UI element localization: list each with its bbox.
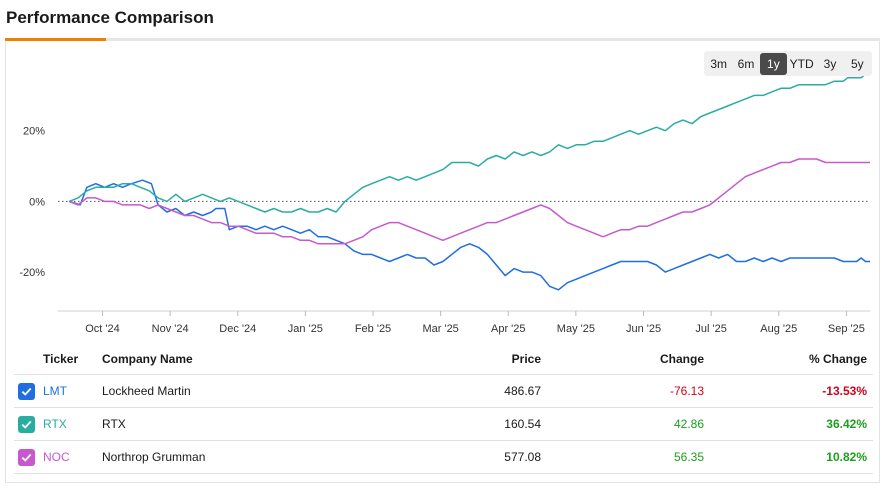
pct-change-value: -13.53% [822,384,867,398]
pct-change-value: 36.42% [826,417,867,431]
x-tick-label: May '25 [557,323,595,335]
y-tick-label: 20% [23,126,45,138]
x-tick-label: Sep '25 [828,323,865,335]
x-tick-label: Feb '25 [355,323,391,335]
checkmark-icon [21,387,32,396]
range-button-ytd[interactable]: YTD [789,56,814,71]
performance-line-chart: 20% 0% -20% Oct '24 Nov '24 Dec '24 Jan '25 Feb… [19,73,870,335]
table-row-lmt: LMT Lockheed Martin 486.67 -76.13 -13.53… [14,375,873,408]
series-toggle-checkbox-rtx[interactable] [18,416,35,433]
series-line-rtx [68,73,870,213]
header-company: Company Name [102,352,193,366]
checkmark-icon [21,420,32,429]
ticker-link-lmt[interactable]: LMT [43,384,67,398]
company-name: RTX [102,417,126,431]
series-toggle-checkbox-noc[interactable] [18,449,35,466]
price-value: 486.67 [504,384,541,398]
y-tick-label: 0% [29,196,45,208]
x-tick-label: Nov '24 [152,323,189,335]
chart-card [5,41,880,483]
header-pct-change: % Change [808,352,867,366]
series-toggle-checkbox-lmt[interactable] [18,383,35,400]
series-line-lmt [68,179,870,291]
page-title: Performance Comparison [6,8,214,27]
ticker-link-noc[interactable]: NOC [43,450,70,464]
header-ticker: Ticker [43,352,79,366]
x-tick-label: Mar '25 [422,323,458,335]
series-line-noc [68,158,870,245]
company-name: Northrop Grumman [102,450,206,464]
change-value: 42.86 [673,417,704,431]
company-name: Lockheed Martin [102,384,191,398]
table-row-rtx: RTX RTX 160.54 42.86 36.42% [14,408,873,441]
comparison-table: Ticker Company Name Price Change % Chang… [14,344,873,474]
change-value: 56.35 [673,450,704,464]
range-button-6m[interactable]: 6m [737,56,755,71]
table-header-row: Ticker Company Name Price Change % Chang… [14,344,873,375]
range-button-5y[interactable]: 5y [851,56,864,71]
header-change: Change [659,352,704,366]
range-button-3m[interactable]: 3m [710,56,727,71]
change-value: -76.13 [669,384,704,398]
table-row-noc: NOC Northrop Grumman 577.08 56.35 10.82% [14,441,873,474]
x-tick-label: Oct '24 [85,323,120,335]
x-tick-label: Dec '24 [219,323,256,335]
header-price: Price [511,352,541,366]
x-tick-label: Jun '25 [626,323,661,335]
range-button-1y[interactable]: 1y [759,52,788,75]
price-value: 577.08 [504,450,541,464]
x-tick-label: Jul '25 [695,323,726,335]
range-button-3y[interactable]: 3y [823,56,837,71]
pct-change-value: 10.82% [826,450,867,464]
checkmark-icon [21,453,32,462]
x-tick-label: Apr '25 [491,323,526,335]
title-accent-bar [5,38,106,41]
title-divider [5,38,880,41]
ticker-link-rtx[interactable]: RTX [43,417,67,431]
x-tick-label: Jan '25 [288,323,323,335]
time-range-selector: 3m 6m 1y YTD 3y 5y [704,51,872,76]
price-value: 160.54 [504,417,541,431]
y-tick-label: -20% [19,267,45,279]
x-tick-label: Aug '25 [760,323,797,335]
